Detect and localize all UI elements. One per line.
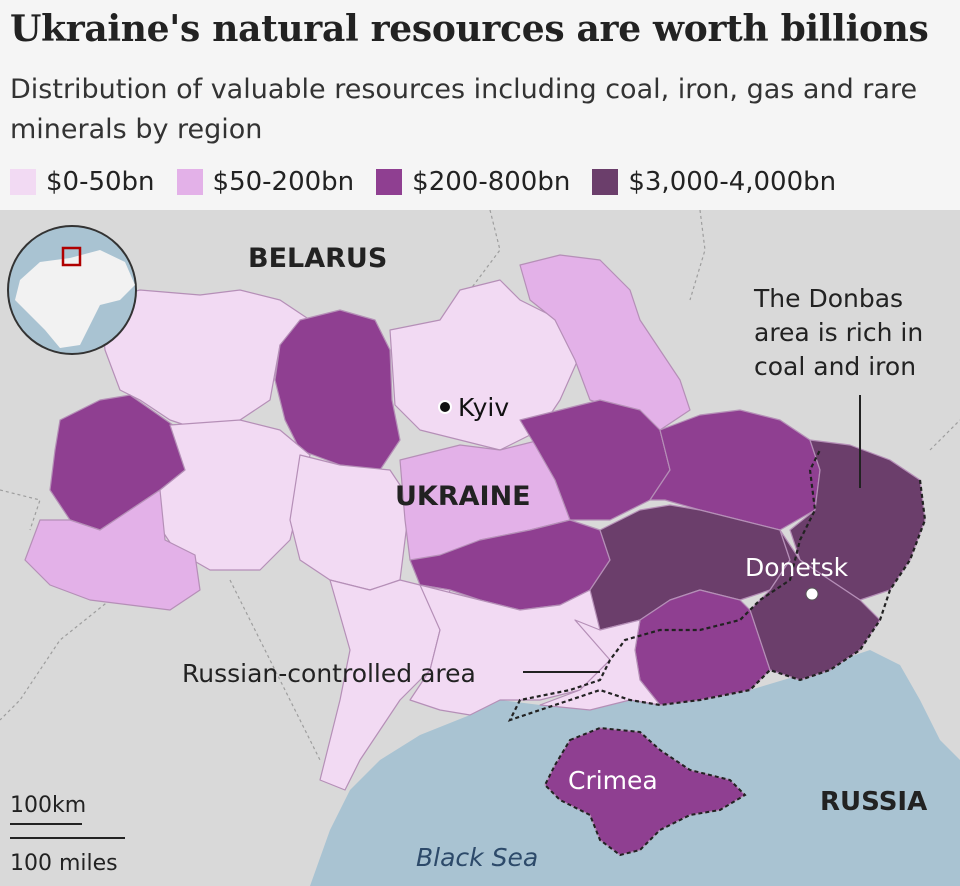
crimea-outline (543, 726, 747, 857)
label-donbas-line1: The Donbas (753, 284, 903, 313)
legend-label: $3,000-4,000bn (628, 167, 837, 197)
kyiv-marker (438, 400, 452, 414)
label-donetsk: Donetsk (745, 553, 849, 582)
locator-marker (61, 246, 82, 267)
legend-item-3000-4000bn: $3,000-4,000bn (592, 167, 836, 197)
legend-swatch (10, 169, 36, 195)
border-line (0, 599, 111, 721)
region-zakarpattia-ivano (24, 489, 201, 611)
region-kyiv-chernihiv (389, 279, 581, 451)
label-black-sea: Black Sea (416, 843, 538, 872)
label-russian-controlled: Russian-controlled area (182, 659, 476, 688)
border-line (469, 210, 501, 291)
legend-item-200-800bn: $200-800bn (376, 167, 570, 197)
label-donbas-line3: coal and iron (754, 352, 916, 381)
map-subtitle: Distribution of valuable resources inclu… (10, 74, 918, 145)
label-crimea: Crimea (568, 766, 658, 795)
legend-label: $200-800bn (412, 167, 571, 197)
label-belarus: BELARUS (248, 243, 387, 274)
border-line (929, 419, 960, 451)
globe-land (15, 250, 135, 348)
legend-label: $0-50bn (46, 167, 155, 197)
region-odesa (319, 579, 451, 791)
region-luhansk (789, 439, 926, 601)
legend-swatch (592, 169, 619, 195)
legend: $0-50bn $50-200bn $200-800bn $3,000-4,00… (10, 164, 858, 200)
donetsk-marker (805, 587, 819, 601)
region-mykolaiv (409, 584, 611, 716)
map-title: Ukraine's natural resources are worth bi… (10, 8, 929, 50)
legend-item-0-50bn: $0-50bn (10, 167, 155, 197)
neighbour-borders (0, 210, 960, 761)
label-donbas-line2: area is rich in (754, 318, 923, 347)
scale-bar: 100km 100 miles (10, 793, 125, 876)
region-kharkiv (649, 409, 821, 531)
border-line (0, 489, 41, 531)
region-volyn-rivne (99, 289, 311, 431)
map-labels: BELARUS UKRAINE RUSSIA Kyiv Donetsk Crim… (182, 243, 927, 872)
map: BELARUS UKRAINE RUSSIA Kyiv Donetsk Crim… (0, 210, 960, 886)
label-ukraine: UKRAINE (395, 481, 531, 512)
scale-miles-label: 100 miles (10, 851, 118, 876)
border-line (689, 210, 706, 301)
label-russia: RUSSIA (820, 787, 927, 817)
locator-globe (7, 225, 137, 355)
legend-swatch (376, 169, 403, 195)
map-canvas: BELARUS UKRAINE RUSSIA Kyiv Donetsk Crim… (0, 210, 960, 886)
label-kyiv: Kyiv (458, 393, 509, 422)
legend-label: $50-200bn (212, 167, 355, 197)
scale-km-label: 100km (10, 793, 86, 818)
regions (24, 254, 926, 856)
header: Ukraine's natural resources are worth bi… (0, 0, 960, 210)
legend-swatch (176, 169, 203, 195)
legend-item-50-200bn: $50-200bn (176, 167, 355, 197)
region-sumy (519, 254, 691, 431)
